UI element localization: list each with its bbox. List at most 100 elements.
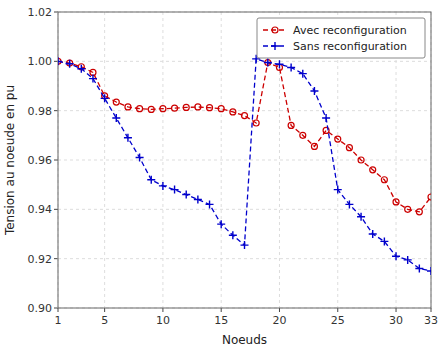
data-point	[58, 57, 62, 65]
tick-mark	[54, 12, 58, 13]
data-point	[172, 105, 178, 111]
data-point	[393, 199, 399, 205]
data-point	[218, 106, 224, 112]
tick-label: 25	[331, 314, 345, 327]
tick-mark	[396, 308, 397, 312]
data-point	[183, 104, 189, 110]
tick-label: 1.02	[28, 6, 53, 19]
series	[58, 58, 431, 214]
series	[58, 55, 431, 275]
data-point	[206, 200, 214, 208]
legend-label: Avec reconfiguration	[293, 24, 407, 37]
data-point	[264, 59, 272, 67]
data-point	[160, 106, 166, 112]
data-point	[195, 104, 201, 110]
tick-mark	[104, 308, 105, 312]
tick-label: 30	[389, 314, 403, 327]
data-point	[125, 104, 131, 110]
data-point	[101, 94, 109, 102]
data-point	[380, 237, 388, 245]
y-axis-label: Tension au noeude en pu	[3, 85, 17, 236]
data-point	[182, 191, 190, 199]
tick-label: 1	[55, 314, 62, 327]
data-point	[242, 113, 248, 119]
data-point	[416, 209, 422, 215]
data-point	[346, 145, 352, 151]
data-point	[171, 186, 179, 194]
tick-label: 5	[101, 314, 108, 327]
data-point	[66, 60, 74, 68]
data-point	[136, 154, 144, 162]
tick-mark	[162, 308, 163, 312]
grid-line	[58, 61, 431, 62]
plot-frame	[58, 12, 431, 308]
tick-label: 0.92	[28, 253, 53, 266]
data-point	[288, 122, 294, 128]
data-point	[253, 120, 259, 126]
grid-line	[58, 258, 431, 259]
data-point	[427, 267, 431, 275]
legend-swatch	[263, 29, 287, 30]
data-point	[381, 177, 387, 183]
data-point	[194, 195, 202, 203]
data-point	[148, 106, 154, 112]
tick-label: 0.98	[28, 105, 53, 118]
tick-label: 0.94	[28, 203, 53, 216]
tick-mark	[54, 110, 58, 111]
grid-line	[58, 209, 431, 210]
data-point	[229, 231, 237, 239]
data-point	[124, 134, 132, 142]
legend-marker	[271, 42, 279, 50]
data-point	[334, 186, 342, 194]
tick-label: 10	[156, 314, 170, 327]
data-point	[90, 69, 96, 75]
legend-box	[257, 18, 425, 58]
data-point	[369, 230, 377, 238]
data-point	[77, 65, 85, 73]
tick-mark	[54, 209, 58, 210]
data-point	[137, 106, 143, 112]
tick-label: 0.90	[28, 302, 53, 315]
chart: 0.900.920.940.960.981.001.02151015202530…	[0, 0, 445, 352]
tick-label: 20	[272, 314, 286, 327]
data-point	[311, 143, 317, 149]
data-point	[357, 213, 365, 221]
tick-label: 15	[214, 314, 228, 327]
data-point	[415, 265, 423, 273]
data-point	[322, 114, 330, 122]
tick-mark	[337, 308, 338, 312]
grid-line	[58, 160, 431, 161]
data-point	[159, 182, 167, 190]
data-point	[113, 99, 119, 105]
data-point	[230, 109, 236, 115]
data-point	[345, 200, 353, 208]
background	[0, 0, 445, 352]
data-point	[287, 64, 295, 72]
data-point	[392, 252, 400, 260]
tick-mark	[54, 160, 58, 161]
tick-mark	[54, 308, 58, 309]
grid-line	[221, 12, 222, 308]
axes: 0.900.920.940.960.981.001.02151015202530…	[28, 6, 439, 327]
data-point	[310, 87, 318, 95]
tick-mark	[431, 308, 432, 312]
data-point	[265, 60, 271, 66]
data-point	[89, 75, 97, 83]
data-point	[405, 206, 411, 212]
data-point	[112, 114, 120, 122]
tick-mark	[54, 258, 58, 259]
tick-mark	[279, 308, 280, 312]
data-point	[404, 256, 412, 264]
grid-line	[162, 12, 163, 308]
grid-line	[58, 110, 431, 111]
data-point	[275, 60, 283, 68]
data-point	[207, 105, 213, 111]
tick-mark	[58, 308, 59, 312]
data-point	[335, 136, 341, 142]
legend-label: Sans reconfiguration	[293, 40, 407, 53]
series-line	[58, 61, 431, 211]
tick-label: 1.00	[28, 55, 53, 68]
data-point	[241, 241, 249, 249]
data-point	[428, 194, 431, 200]
tick-mark	[221, 308, 222, 312]
